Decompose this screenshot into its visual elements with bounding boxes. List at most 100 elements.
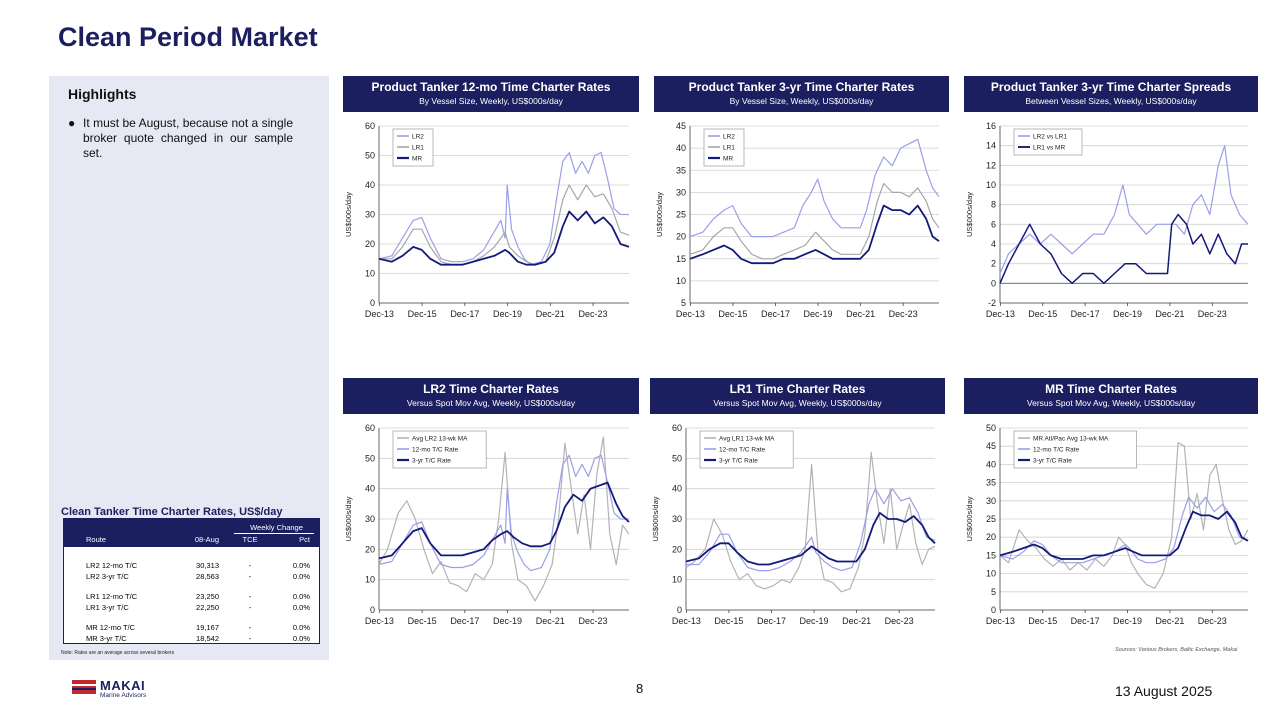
rates-table-title: Clean Tanker Time Charter Rates, US$/day [61,506,283,518]
y-tick-label: 6 [991,219,996,229]
y-tick-label: 10 [676,276,686,286]
logo-name: MAKAI [100,678,146,693]
y-axis-label: US$000s/day [344,496,353,541]
y-tick-label: 2 [991,259,996,269]
rates-table: Weekly Change Route 08-Aug TCE Pct LR2 1… [63,518,320,644]
table-cell: 0.0% [292,623,310,632]
y-tick-label: 40 [676,143,686,153]
source-note: Sources: Various Brokers, Baltic Exchang… [1115,647,1238,653]
y-tick-label: 15 [676,254,686,264]
table-note: Note: Rates are an average across severa… [61,650,175,656]
legend-label: MR [412,156,422,163]
chart-panel: Product Tanker 12-mo Time Charter Rates B… [343,76,639,331]
table-row: LR2 12-mo T/C 30,313 - 0.0% [64,561,319,572]
table-row: LR2 3-yr T/C 28,563 - 0.0% [64,572,319,583]
y-tick-label: 10 [986,180,996,190]
chart-title: Product Tanker 12-mo Time Charter Rates [371,80,611,94]
y-tick-label: 45 [676,121,686,131]
chart-svg: 5 10 15 20 25 30 35 40 45 Dec-13 Dec-15 Dec-17 Dec-1… [655,121,940,319]
y-tick-label: 0 [370,298,375,308]
x-tick-label: Dec-19 [1113,309,1142,319]
table-cell: 30,313 [196,561,219,570]
table-cell: - [248,623,252,632]
chart-subtitle: Between Vessel Sizes, Weekly, US$000s/da… [1025,96,1197,106]
y-tick-label: 30 [365,514,375,524]
y-tick-label: 20 [986,532,996,542]
chart-panel: Product Tanker 3-yr Time Charter Rates By… [654,76,949,331]
chart-svg: -2 0 2 4 6 8 10 12 14 16 Dec-13 Dec-15 Dec-17 Dec-19 D… [965,121,1249,319]
table-cell: 0.0% [292,572,310,581]
x-tick-label: Dec-21 [842,616,871,626]
y-axis-label: US$000s/day [344,192,353,237]
y-tick-label: -2 [988,298,996,308]
header-divider [234,533,314,534]
series-line-0 [999,442,1249,589]
y-tick-label: 40 [672,484,682,494]
chart-panel: Product Tanker 3-yr Time Charter Spreads… [964,76,1258,331]
series-line-0 [685,451,936,593]
x-tick-label: Dec-19 [804,309,833,319]
chart-svg: 0 10 20 30 40 50 60 Dec-13 Dec-15 Dec-17 Dec-19 Dec… [344,121,630,319]
highlight-bullet: ● It must be August, because not a single… [68,116,293,161]
chart-header: LR1 Time Charter Rates Versus Spot Mov Av… [650,378,945,414]
series-line-0 [378,436,630,602]
legend-label: LR2 [412,134,424,141]
chart-panel: LR2 Time Charter Rates Versus Spot Mov Av… [343,378,639,638]
y-tick-label: 0 [991,278,996,288]
table-cell: LR2 3-yr T/C [86,572,129,581]
legend-box [1013,128,1083,156]
chart-header: Product Tanker 3-yr Time Charter Rates By… [654,76,949,112]
legend-label: MR [723,156,733,163]
chart-panel: MR Time Charter Rates Versus Spot Mov Avg… [964,378,1258,638]
series-line-1 [379,184,630,266]
page-title: Clean Period Market [58,22,318,52]
table-cell: 0.0% [292,561,310,570]
page-number: 8 [636,681,644,696]
x-tick-label: Dec-17 [761,309,790,319]
y-tick-label: 20 [365,239,375,249]
table-row: LR1 12-mo T/C 23,250 - 0.0% [64,592,319,603]
y-tick-label: 25 [676,210,686,220]
x-tick-label: Dec-13 [365,309,394,319]
x-tick-label: Dec-23 [885,616,914,626]
x-tick-label: Dec-23 [1198,616,1227,626]
y-tick-label: 20 [676,232,686,242]
series-line-1 [999,496,1249,564]
y-tick-label: 0 [370,605,375,615]
x-tick-label: Dec-19 [493,616,522,626]
series-line-0 [999,145,1249,274]
legend-label: 3-yr T/C Rate [412,458,451,465]
chart-title: Product Tanker 3-yr Time Charter Spreads [990,80,1232,94]
chart-svg: 0 10 20 30 40 50 60 Dec-13 Dec-15 Dec-17 Dec-19 Dec… [651,423,936,626]
x-tick-label: Dec-23 [889,309,918,319]
series-line-0 [689,138,940,238]
series-line-1 [686,488,936,572]
y-tick-label: 8 [991,200,996,210]
x-tick-label: Dec-13 [672,616,701,626]
highlight-text: It must be August, because not a single … [83,116,293,160]
x-tick-label: Dec-21 [846,309,875,319]
chart-header: Product Tanker 12-mo Time Charter Rates B… [343,76,639,112]
report-date: 13 August 2025 [1115,683,1213,699]
y-axis-label: US$000s/day [965,192,974,237]
bullet-icon: ● [68,116,76,130]
legend-label: 3-yr T/C Rate [1033,458,1072,465]
series-line-2 [378,481,630,560]
y-tick-label: 10 [365,269,375,279]
x-tick-label: Dec-13 [365,616,394,626]
y-tick-label: 15 [986,550,996,560]
y-axis-label: US$000s/day [655,192,664,237]
chart-header: LR2 Time Charter Rates Versus Spot Mov Av… [343,378,639,414]
table-cell: 23,250 [196,592,219,601]
legend-label: MR Atl/Pac Avg 13-wk MA [1033,436,1109,443]
table-row: MR 3-yr T/C 18,542 - 0.0% [64,634,319,645]
x-tick-label: Dec-17 [1071,616,1100,626]
highlights-title: Highlights [68,86,137,102]
table-cell: LR1 12-mo T/C [86,592,138,601]
y-tick-label: 10 [986,569,996,579]
series-line-2 [999,510,1249,560]
x-tick-label: Dec-21 [1155,616,1184,626]
col-tce: TCE [242,535,258,544]
series-line-2 [689,204,940,265]
y-tick-label: 30 [986,496,996,506]
